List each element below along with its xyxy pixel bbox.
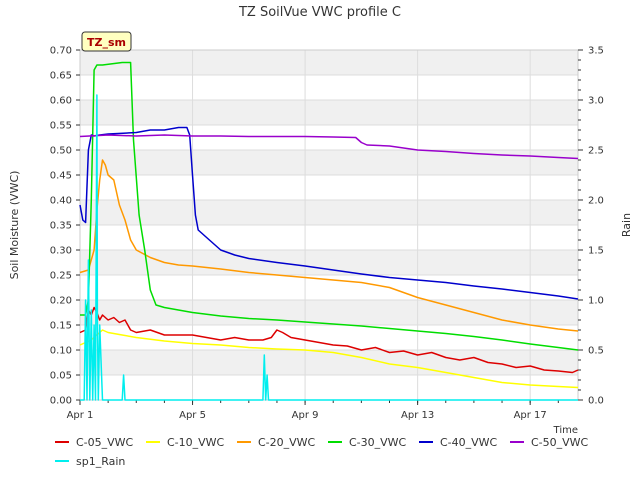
legend: C-05_VWC C-10_VWC C-20_VWC C-30_VWC C-40_VWC…: [55, 436, 589, 468]
station-badge-label: TZ_sm: [87, 36, 126, 49]
y-tick-label: 0.70: [50, 46, 72, 57]
y2-tick-label: 3.5: [588, 46, 604, 57]
series-line-C-20_VWC: [79, 159, 579, 332]
plot-background: [80, 50, 578, 400]
y-tick-label: 0.60: [50, 96, 72, 107]
plot-band: [80, 175, 578, 200]
legend-item: C-50_VWC: [510, 436, 589, 449]
y-tick-label: 0.30: [50, 246, 72, 257]
y-tick-label: 0.55: [50, 121, 72, 132]
y-axis: 0.00 0.05 0.10 0.15 0.20 0.25 0.30 0.35 0.40 0.45…: [50, 46, 80, 407]
plot-band: [80, 100, 578, 125]
plot-band: [80, 200, 578, 225]
series-line-C-50_VWC: [79, 134, 579, 160]
y2-tick-label: 2.0: [588, 196, 604, 207]
y-tick-label: 0.15: [50, 321, 72, 332]
legend-item: sp1_Rain: [55, 455, 125, 468]
legend-label: C-40_VWC: [440, 436, 498, 449]
y-tick-label: 0.10: [50, 346, 72, 357]
series-line-C-10_VWC: [79, 329, 579, 389]
plot-band: [80, 250, 578, 275]
series-line-sp1_Rain: [80, 94, 578, 401]
series-line-C-30_VWC: [80, 61, 579, 351]
legend-label: C-05_VWC: [76, 436, 134, 449]
y-axis-label: Soil Moisture (VWC): [8, 171, 21, 280]
series-line-C-05_VWC: [79, 306, 579, 374]
legend-label: sp1_Rain: [76, 455, 125, 468]
y-tick-label: 0.40: [50, 196, 72, 207]
legend-label: C-20_VWC: [258, 436, 316, 449]
legend-label: C-50_VWC: [531, 436, 589, 449]
x-tick-label: Apr 1: [67, 410, 94, 421]
legend-item: C-20_VWC: [237, 436, 316, 449]
legend-label: C-10_VWC: [167, 436, 225, 449]
y2-tick-label: 3.0: [588, 96, 604, 107]
plot-band: [80, 50, 578, 75]
station-badge-box: [81, 31, 132, 52]
y2-tick-label: 1.5: [588, 246, 604, 257]
plot-band: [80, 275, 578, 300]
y2-tick-label: 0.0: [588, 396, 604, 407]
y2-tick-label: 0.5: [588, 346, 604, 357]
plot-band: [80, 325, 578, 350]
legend-label: C-30_VWC: [349, 436, 407, 449]
y-tick-label: 0.35: [50, 221, 72, 232]
plot-band: [80, 350, 578, 375]
y-tick-label: 0.00: [50, 396, 72, 407]
x-tick-label: Apr 9: [292, 410, 319, 421]
chart-title: TZ SoilVue VWC profile C: [238, 5, 401, 20]
plot-band: [80, 300, 578, 325]
x-tick-label: Apr 13: [401, 410, 434, 421]
y-tick-label: 0.25: [50, 271, 72, 282]
x-axis: Apr 1 Apr 5 Apr 9 Apr 13 Apr 17: [67, 400, 559, 421]
x-tick-label: Apr 17: [514, 410, 547, 421]
y-tick-label: 0.65: [50, 71, 72, 82]
x-axis-label: Time: [553, 425, 578, 436]
y2-axis: 0.0 0.5 1.0 1.5 2.0 2.5 3.0 3.5: [578, 46, 604, 407]
plot-band: [80, 75, 578, 100]
y-tick-label: 0.45: [50, 171, 72, 182]
series-group: [79, 61, 579, 401]
plot-band: [80, 375, 578, 400]
y2-axis-label: Rain: [620, 213, 633, 237]
legend-item: C-10_VWC: [146, 436, 225, 449]
legend-item: C-40_VWC: [419, 436, 498, 449]
x-tick-label: Apr 5: [179, 410, 206, 421]
legend-item: C-30_VWC: [328, 436, 407, 449]
y2-tick-label: 1.0: [588, 296, 604, 307]
plot-band: [80, 150, 578, 175]
y-tick-label: 0.20: [50, 296, 72, 307]
y-tick-label: 0.50: [50, 146, 72, 157]
plot-band: [80, 225, 578, 250]
y2-tick-label: 2.5: [588, 146, 604, 157]
station-badge: TZ_sm: [81, 31, 132, 52]
legend-item: C-05_VWC: [55, 436, 134, 449]
y-tick-label: 0.05: [50, 371, 72, 382]
